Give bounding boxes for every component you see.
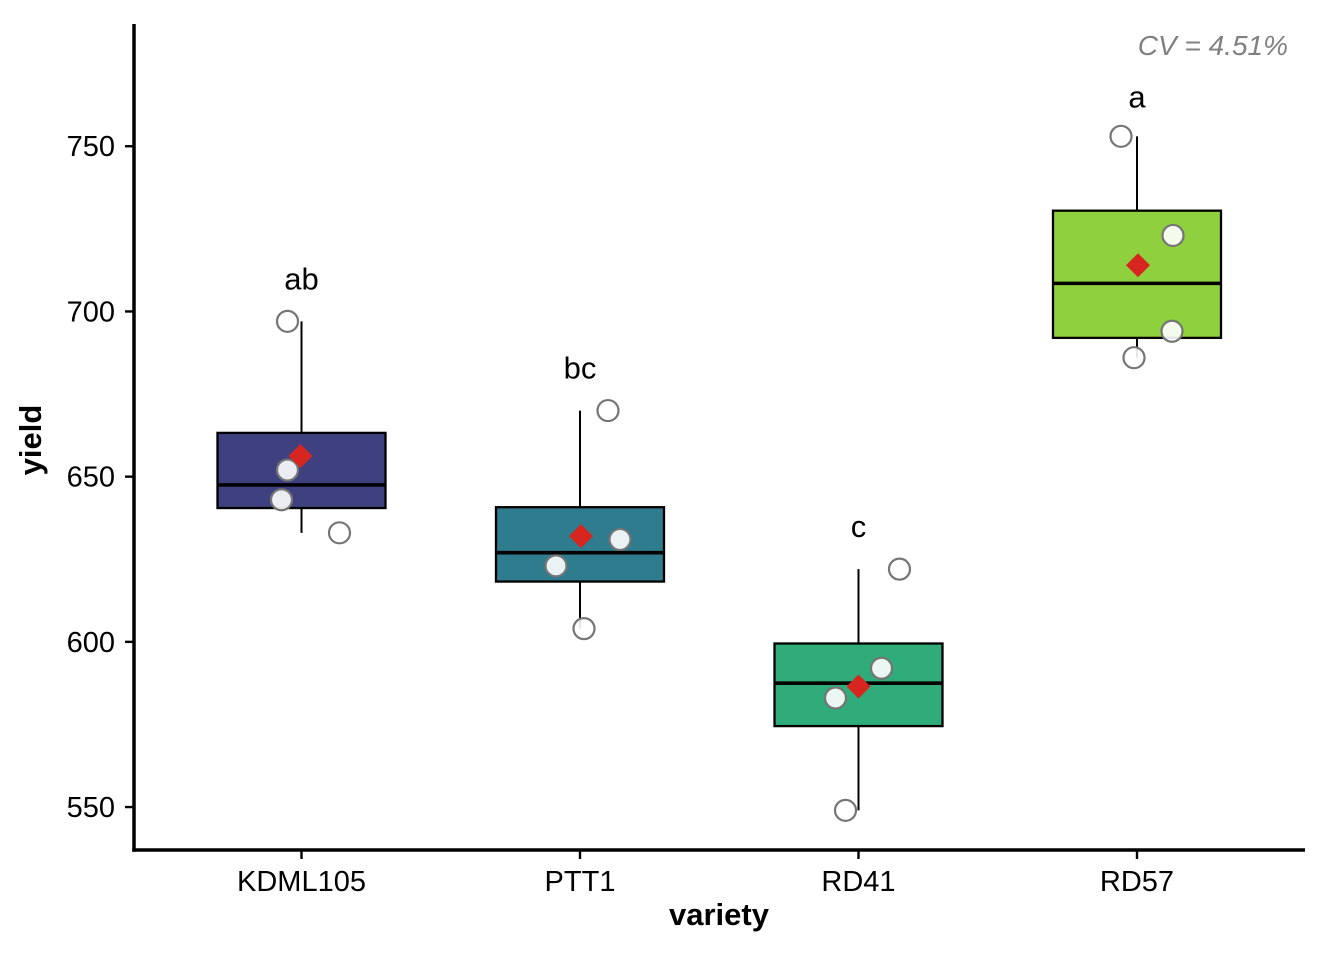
jitter-point-KDML105 [327, 521, 352, 545]
jitter-point-PTT1 [608, 527, 632, 552]
jitter-point-RD57 [1160, 319, 1184, 343]
y-tick-label: 550 [67, 792, 115, 824]
jitter-point-PTT1 [596, 398, 620, 423]
jitter-point-RD57 [1109, 124, 1133, 148]
x-tick-label: PTT1 [545, 866, 616, 898]
jitter-point-RD41 [869, 656, 894, 680]
y-tick-label: 750 [67, 131, 115, 163]
jitter-point-KDML105 [275, 458, 300, 482]
mean-diamond-RD41 [846, 674, 871, 699]
mean-diamond-KDML105 [288, 443, 313, 468]
mean-diamond-PTT1 [569, 524, 593, 549]
jitter-point-RD41 [823, 686, 848, 710]
y-tick-label: 700 [67, 296, 115, 328]
significance-letter-RD57: a [1128, 80, 1146, 115]
jitter-point-PTT1 [544, 554, 568, 578]
cv-annotation: CV = 4.51% [1138, 30, 1288, 61]
x-tick-label: RD57 [1100, 866, 1174, 898]
box-KDML105 [216, 431, 387, 510]
y-tick-label: 650 [67, 462, 115, 494]
plot-area: 550 600 650 700 750 KDML105 PTT1 RD41 RD57 ab bc c a [67, 24, 1305, 898]
mean-diamond-RD57 [1126, 253, 1150, 278]
y-axis-title: yield [13, 405, 48, 476]
significance-letter-PTT1: bc [564, 351, 597, 386]
jitter-point-RD57 [1161, 223, 1185, 248]
jitter-point-KDML105 [275, 309, 300, 333]
y-tick-label: 600 [67, 627, 115, 659]
x-tick-label: RD41 [821, 866, 895, 898]
significance-letter-KDML105: ab [284, 261, 318, 296]
jitter-point-PTT1 [572, 617, 596, 641]
jitter-point-KDML105 [269, 488, 294, 512]
jitter-point-RD57 [1122, 346, 1146, 370]
x-axis-title: variety [669, 897, 770, 932]
significance-letter-RD41: c [851, 509, 867, 544]
jitter-point-RD41 [833, 798, 858, 822]
x-tick-label: KDML105 [237, 866, 366, 898]
jitter-point-RD41 [887, 557, 912, 581]
